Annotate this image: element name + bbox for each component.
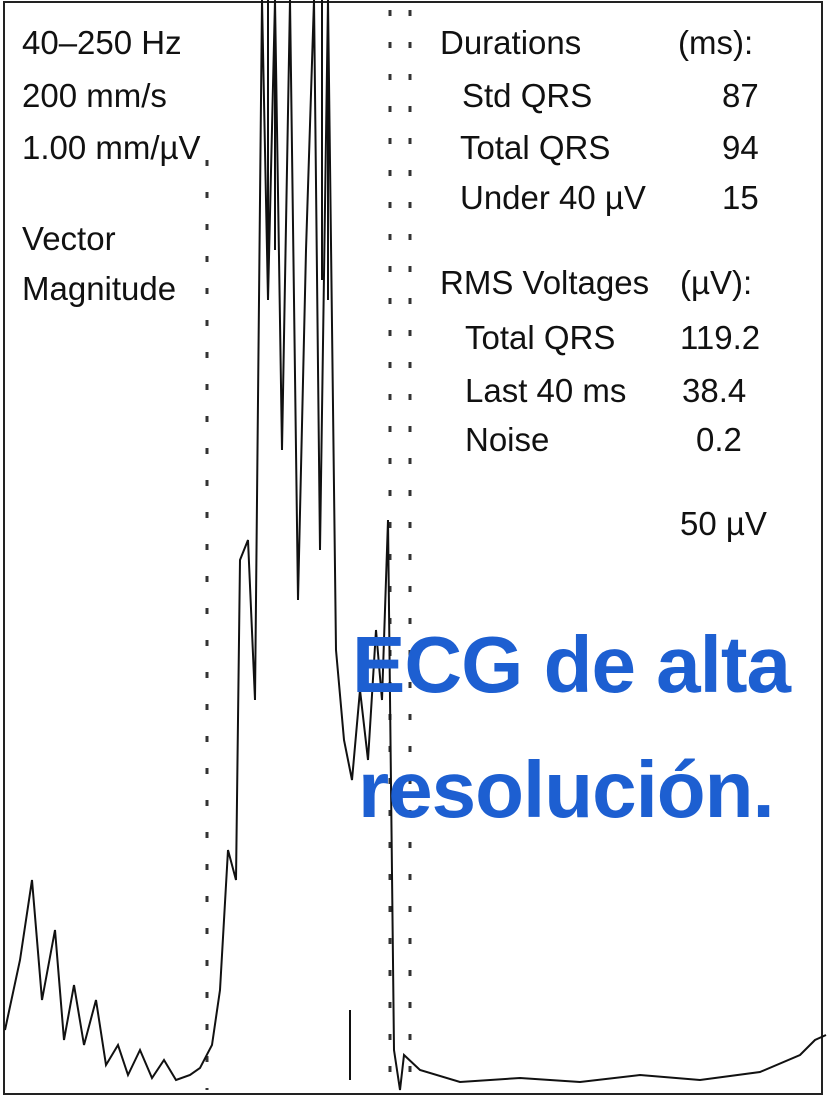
row-label: Noise bbox=[465, 421, 550, 458]
unit: (µV): bbox=[680, 264, 753, 301]
row-value: 94 bbox=[722, 129, 759, 166]
caption: resolución. bbox=[358, 745, 775, 834]
row-value: 0.2 bbox=[696, 421, 742, 458]
row-value: 15 bbox=[722, 179, 759, 216]
gain: 1.00 mm/µV bbox=[22, 129, 201, 166]
section-title: RMS Voltages bbox=[440, 264, 650, 301]
markers bbox=[205, 10, 412, 1090]
row-label: Last 40 ms bbox=[465, 372, 627, 409]
row-label: Std QRS bbox=[462, 77, 593, 114]
vector-magnitude bbox=[4, 0, 827, 1091]
lead: Magnitude bbox=[22, 270, 177, 307]
row-value: 38.4 bbox=[682, 372, 747, 409]
filter: 40–250 Hz bbox=[22, 24, 182, 61]
unit: (ms): bbox=[678, 24, 754, 61]
row-label: Under 40 µV bbox=[460, 179, 646, 216]
row-label: Total QRS bbox=[460, 129, 611, 166]
frame bbox=[3, 1, 823, 1095]
speed: 200 mm/s bbox=[22, 77, 167, 114]
scale: 50 µV bbox=[680, 505, 767, 542]
row-label: Total QRS bbox=[465, 319, 616, 356]
row-value: 119.2 bbox=[680, 319, 761, 356]
row-value: 87 bbox=[722, 77, 759, 114]
lead: Vector bbox=[22, 220, 116, 257]
section-title: Durations bbox=[440, 24, 582, 61]
caption: ECG de alta bbox=[352, 620, 791, 709]
